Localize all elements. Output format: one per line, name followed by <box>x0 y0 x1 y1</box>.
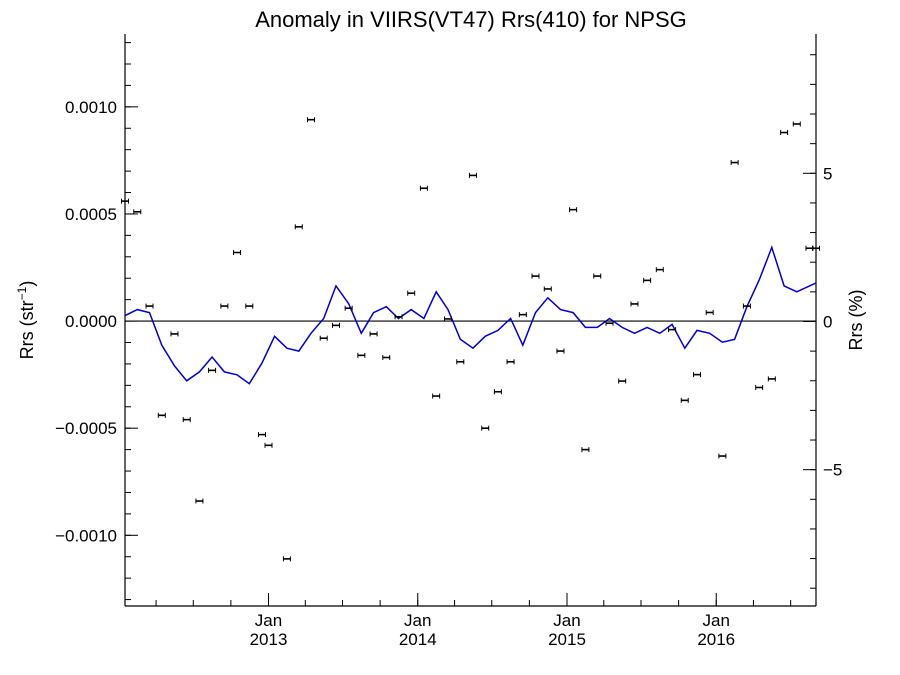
data-point <box>493 389 502 395</box>
data-point <box>220 303 229 309</box>
y-axis-label-right: Rrs (%) <box>846 290 866 351</box>
data-point <box>755 384 764 390</box>
anomaly-percent-line <box>124 245 817 385</box>
x-tick-label-year: 2014 <box>399 630 437 649</box>
data-point <box>282 556 291 562</box>
data-point <box>264 442 273 448</box>
x-tick-label-month: Jan <box>404 611 431 630</box>
data-point <box>605 320 614 326</box>
data-point <box>133 209 142 215</box>
data-point <box>357 352 366 358</box>
data-point <box>543 286 552 292</box>
data-point <box>705 310 714 316</box>
data-point <box>569 207 578 213</box>
data-point <box>407 290 416 296</box>
data-point <box>506 359 515 365</box>
data-point <box>257 432 266 438</box>
data-point <box>369 331 378 337</box>
data-point <box>121 198 129 204</box>
y-left-tick-label: −0.0005 <box>55 419 117 438</box>
x-tick-label-year: 2016 <box>697 630 735 649</box>
data-point <box>233 250 242 256</box>
data-point <box>245 303 254 309</box>
data-point <box>331 322 340 328</box>
data-point <box>182 417 191 423</box>
data-point <box>730 160 739 166</box>
data-point <box>792 121 801 127</box>
data-point <box>145 303 154 309</box>
y-left-tick-label: 0.0010 <box>65 98 117 117</box>
data-point <box>307 117 316 123</box>
plot-marks <box>121 117 820 562</box>
data-point <box>531 273 540 279</box>
data-point <box>481 425 490 431</box>
y-left-tick-label: 0.0005 <box>65 205 117 224</box>
y-right-tick-label: −5 <box>823 461 842 480</box>
y-axis-label-left-superscript: −1 <box>15 286 29 300</box>
y-axis-label-left-text: Rrs (str <box>17 300 37 359</box>
chart-title: Anomaly in VIIRS(VT47) Rrs(410) for NPSG <box>255 7 687 32</box>
data-point <box>294 224 303 230</box>
data-point <box>767 376 776 382</box>
data-point <box>805 245 814 251</box>
x-tick-label-month: Jan <box>255 611 282 630</box>
data-point <box>581 447 590 453</box>
x-tick-label-month: Jan <box>553 611 580 630</box>
data-point <box>419 185 428 191</box>
data-point <box>195 498 204 504</box>
data-point <box>643 277 652 283</box>
data-point <box>456 359 465 365</box>
data-point <box>593 273 602 279</box>
y-left-tick-label: −0.0010 <box>55 526 117 545</box>
y-axis-label-left-close: ) <box>17 281 37 287</box>
data-point <box>518 312 527 318</box>
x-tick-label-month: Jan <box>703 611 730 630</box>
data-point <box>319 335 328 341</box>
y-axis-label-left: Rrs (str−1) <box>15 281 37 360</box>
data-point <box>630 301 639 307</box>
data-point <box>655 267 664 273</box>
y-right-tick-label: 5 <box>823 164 832 183</box>
data-point <box>344 305 353 311</box>
data-point <box>157 412 166 418</box>
data-point <box>468 172 477 178</box>
x-tick-label-year: 2015 <box>548 630 586 649</box>
data-point <box>208 367 217 373</box>
y-left-tick-label: 0.0000 <box>65 312 117 331</box>
y-right-tick-label: 0 <box>823 312 832 331</box>
data-point <box>618 378 627 384</box>
data-point <box>394 314 403 320</box>
axes: 0.00100.00050.0000−0.0005−0.001050−5Jan2… <box>55 34 842 649</box>
data-point <box>432 393 441 399</box>
data-point <box>556 348 565 354</box>
x-tick-label-year: 2013 <box>250 630 288 649</box>
data-point <box>780 130 789 136</box>
data-point <box>444 316 453 322</box>
data-point <box>680 397 689 403</box>
data-point <box>742 303 751 309</box>
data-point <box>812 245 820 251</box>
data-point <box>668 327 677 333</box>
data-point <box>718 453 727 459</box>
data-point <box>693 372 702 378</box>
data-point <box>382 354 391 360</box>
data-point <box>170 331 179 337</box>
